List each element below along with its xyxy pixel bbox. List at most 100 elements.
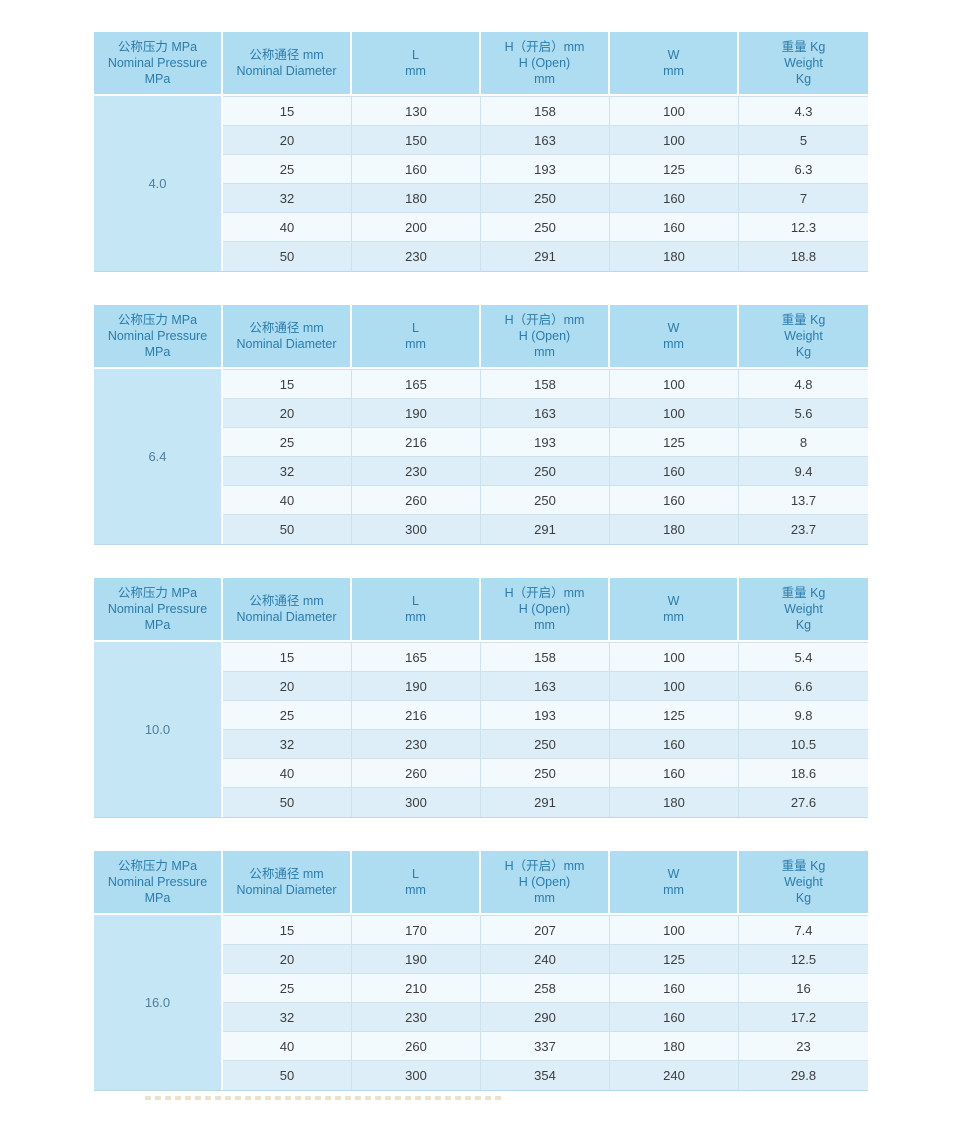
data-cell: 260 — [351, 486, 481, 515]
data-cell: 4.3 — [738, 97, 868, 126]
column-header-height-open-line: mm — [534, 891, 555, 906]
data-cell: 193 — [480, 155, 610, 184]
column-header-pressure: 公称压力 MPa Nominal Pressure MPa — [94, 851, 223, 913]
table-row: 50 300 291 180 23.7 — [222, 515, 868, 544]
table-row: 20 190 163 100 6.6 — [222, 672, 868, 701]
column-header-diameter: 公称通径 mm Nominal Diameter — [223, 851, 352, 913]
data-cell: 4.8 — [738, 370, 868, 399]
table-body: 4.0 15 130 158 100 4.3 20 150 163 100 5 25 160 193 125… — [94, 96, 868, 272]
table-body: 16.0 15 170 207 100 7.4 20 190 240 125 12.5 25 210 25… — [94, 915, 868, 1091]
column-header-length-line: L — [412, 593, 419, 608]
column-header-weight-line: Kg — [795, 618, 812, 633]
data-cell: 18.6 — [738, 759, 868, 788]
spec-table-pn10.0: 公称压力 MPa Nominal Pressure MPa 公称通径 mm Nomina… — [94, 578, 868, 818]
data-cell: 180 — [609, 242, 739, 271]
spec-table-pn4.0: 公称压力 MPa Nominal Pressure MPa 公称通径 mm Nomina… — [94, 32, 868, 272]
data-cell: 100 — [609, 399, 739, 428]
pressure-value-cell: 16.0 — [94, 915, 223, 1090]
column-header-pressure-line: 公称压力 MPa — [117, 585, 198, 600]
data-cell: 29.8 — [738, 1061, 868, 1090]
column-header-pressure: 公称压力 MPa Nominal Pressure MPa — [94, 305, 223, 367]
column-header-diameter-line: 公称通径 mm — [249, 320, 324, 335]
data-cell: 5.4 — [738, 643, 868, 672]
column-header-width-line: W — [667, 593, 680, 608]
column-header-width-line: mm — [663, 610, 684, 624]
data-cell: 40 — [222, 213, 352, 242]
data-grid: 15 165 158 100 4.8 20 190 163 100 5.6 25 216 193 125 8… — [222, 369, 868, 544]
column-header-weight-line: Weight — [784, 874, 823, 889]
data-cell: 125 — [609, 701, 739, 730]
data-cell: 230 — [351, 242, 481, 271]
data-cell: 125 — [609, 945, 739, 974]
table-row: 20 150 163 100 5 — [222, 126, 868, 155]
column-header-weight-line: Weight — [784, 601, 823, 616]
data-cell: 15 — [222, 916, 352, 945]
data-cell: 258 — [480, 974, 610, 1003]
data-cell: 165 — [351, 370, 481, 399]
data-cell: 160 — [609, 213, 739, 242]
data-cell: 210 — [351, 974, 481, 1003]
data-cell: 7.4 — [738, 916, 868, 945]
table-row: 25 216 193 125 8 — [222, 428, 868, 457]
data-cell: 100 — [609, 97, 739, 126]
data-cell: 32 — [222, 184, 352, 213]
data-cell: 100 — [609, 672, 739, 701]
data-cell: 250 — [480, 759, 610, 788]
column-header-pressure: 公称压力 MPa Nominal Pressure MPa — [94, 578, 223, 640]
data-cell: 18.8 — [738, 242, 868, 271]
column-header-pressure-line: 公称压力 MPa — [117, 858, 198, 873]
data-cell: 216 — [351, 428, 481, 457]
data-cell: 158 — [480, 370, 610, 399]
spec-table-pn6.4: 公称压力 MPa Nominal Pressure MPa 公称通径 mm Nomina… — [94, 305, 868, 545]
data-cell: 240 — [480, 945, 610, 974]
table-row: 32 180 250 160 7 — [222, 184, 868, 213]
table-row: 32 230 250 160 9.4 — [222, 457, 868, 486]
data-cell: 23 — [738, 1032, 868, 1061]
column-header-diameter-line: 公称通径 mm — [249, 593, 324, 608]
data-cell: 125 — [609, 155, 739, 184]
column-header-height-open-line: mm — [534, 618, 555, 633]
data-cell: 180 — [609, 1032, 739, 1061]
data-cell: 20 — [222, 399, 352, 428]
data-cell: 150 — [351, 126, 481, 155]
column-header-height-open: H（开启）mm H (Open) mm — [481, 32, 610, 94]
column-header-weight: 重量 Kg Weight Kg — [739, 32, 868, 94]
data-cell: 250 — [480, 184, 610, 213]
data-cell: 15 — [222, 370, 352, 399]
column-header-pressure-line: MPa — [144, 345, 171, 360]
column-header-length-line: mm — [405, 883, 426, 897]
table-row: 25 210 258 160 16 — [222, 974, 868, 1003]
column-header-pressure-line: MPa — [144, 891, 171, 906]
data-cell: 158 — [480, 97, 610, 126]
column-header-height-open: H（开启）mm H (Open) mm — [481, 851, 610, 913]
data-cell: 160 — [609, 457, 739, 486]
data-cell: 32 — [222, 1003, 352, 1032]
column-header-height-open-line: H（开启）mm — [504, 39, 585, 54]
data-cell: 100 — [609, 370, 739, 399]
table-row: 32 230 290 160 17.2 — [222, 1003, 868, 1032]
column-header-pressure-line: 公称压力 MPa — [117, 39, 198, 54]
data-cell: 23.7 — [738, 515, 868, 544]
column-header-weight-line: Kg — [795, 345, 812, 360]
column-header-diameter: 公称通径 mm Nominal Diameter — [223, 305, 352, 367]
data-cell: 25 — [222, 428, 352, 457]
data-cell: 160 — [609, 759, 739, 788]
data-cell: 20 — [222, 126, 352, 155]
data-cell: 337 — [480, 1032, 610, 1061]
data-cell: 230 — [351, 457, 481, 486]
column-header-width-line: W — [667, 47, 680, 62]
table-header-row: 公称压力 MPa Nominal Pressure MPa 公称通径 mm Nomina… — [94, 851, 868, 913]
data-grid: 15 165 158 100 5.4 20 190 163 100 6.6 25 216 193 125 9… — [222, 642, 868, 817]
table-row: 40 200 250 160 12.3 — [222, 213, 868, 242]
data-cell: 6.3 — [738, 155, 868, 184]
table-row: 25 160 193 125 6.3 — [222, 155, 868, 184]
data-cell: 160 — [609, 486, 739, 515]
column-header-height-open-line: mm — [534, 72, 555, 87]
data-cell: 190 — [351, 672, 481, 701]
table-row: 15 130 158 100 4.3 — [222, 97, 868, 126]
column-header-weight-line: Kg — [795, 891, 812, 906]
data-cell: 27.6 — [738, 788, 868, 817]
data-cell: 250 — [480, 457, 610, 486]
